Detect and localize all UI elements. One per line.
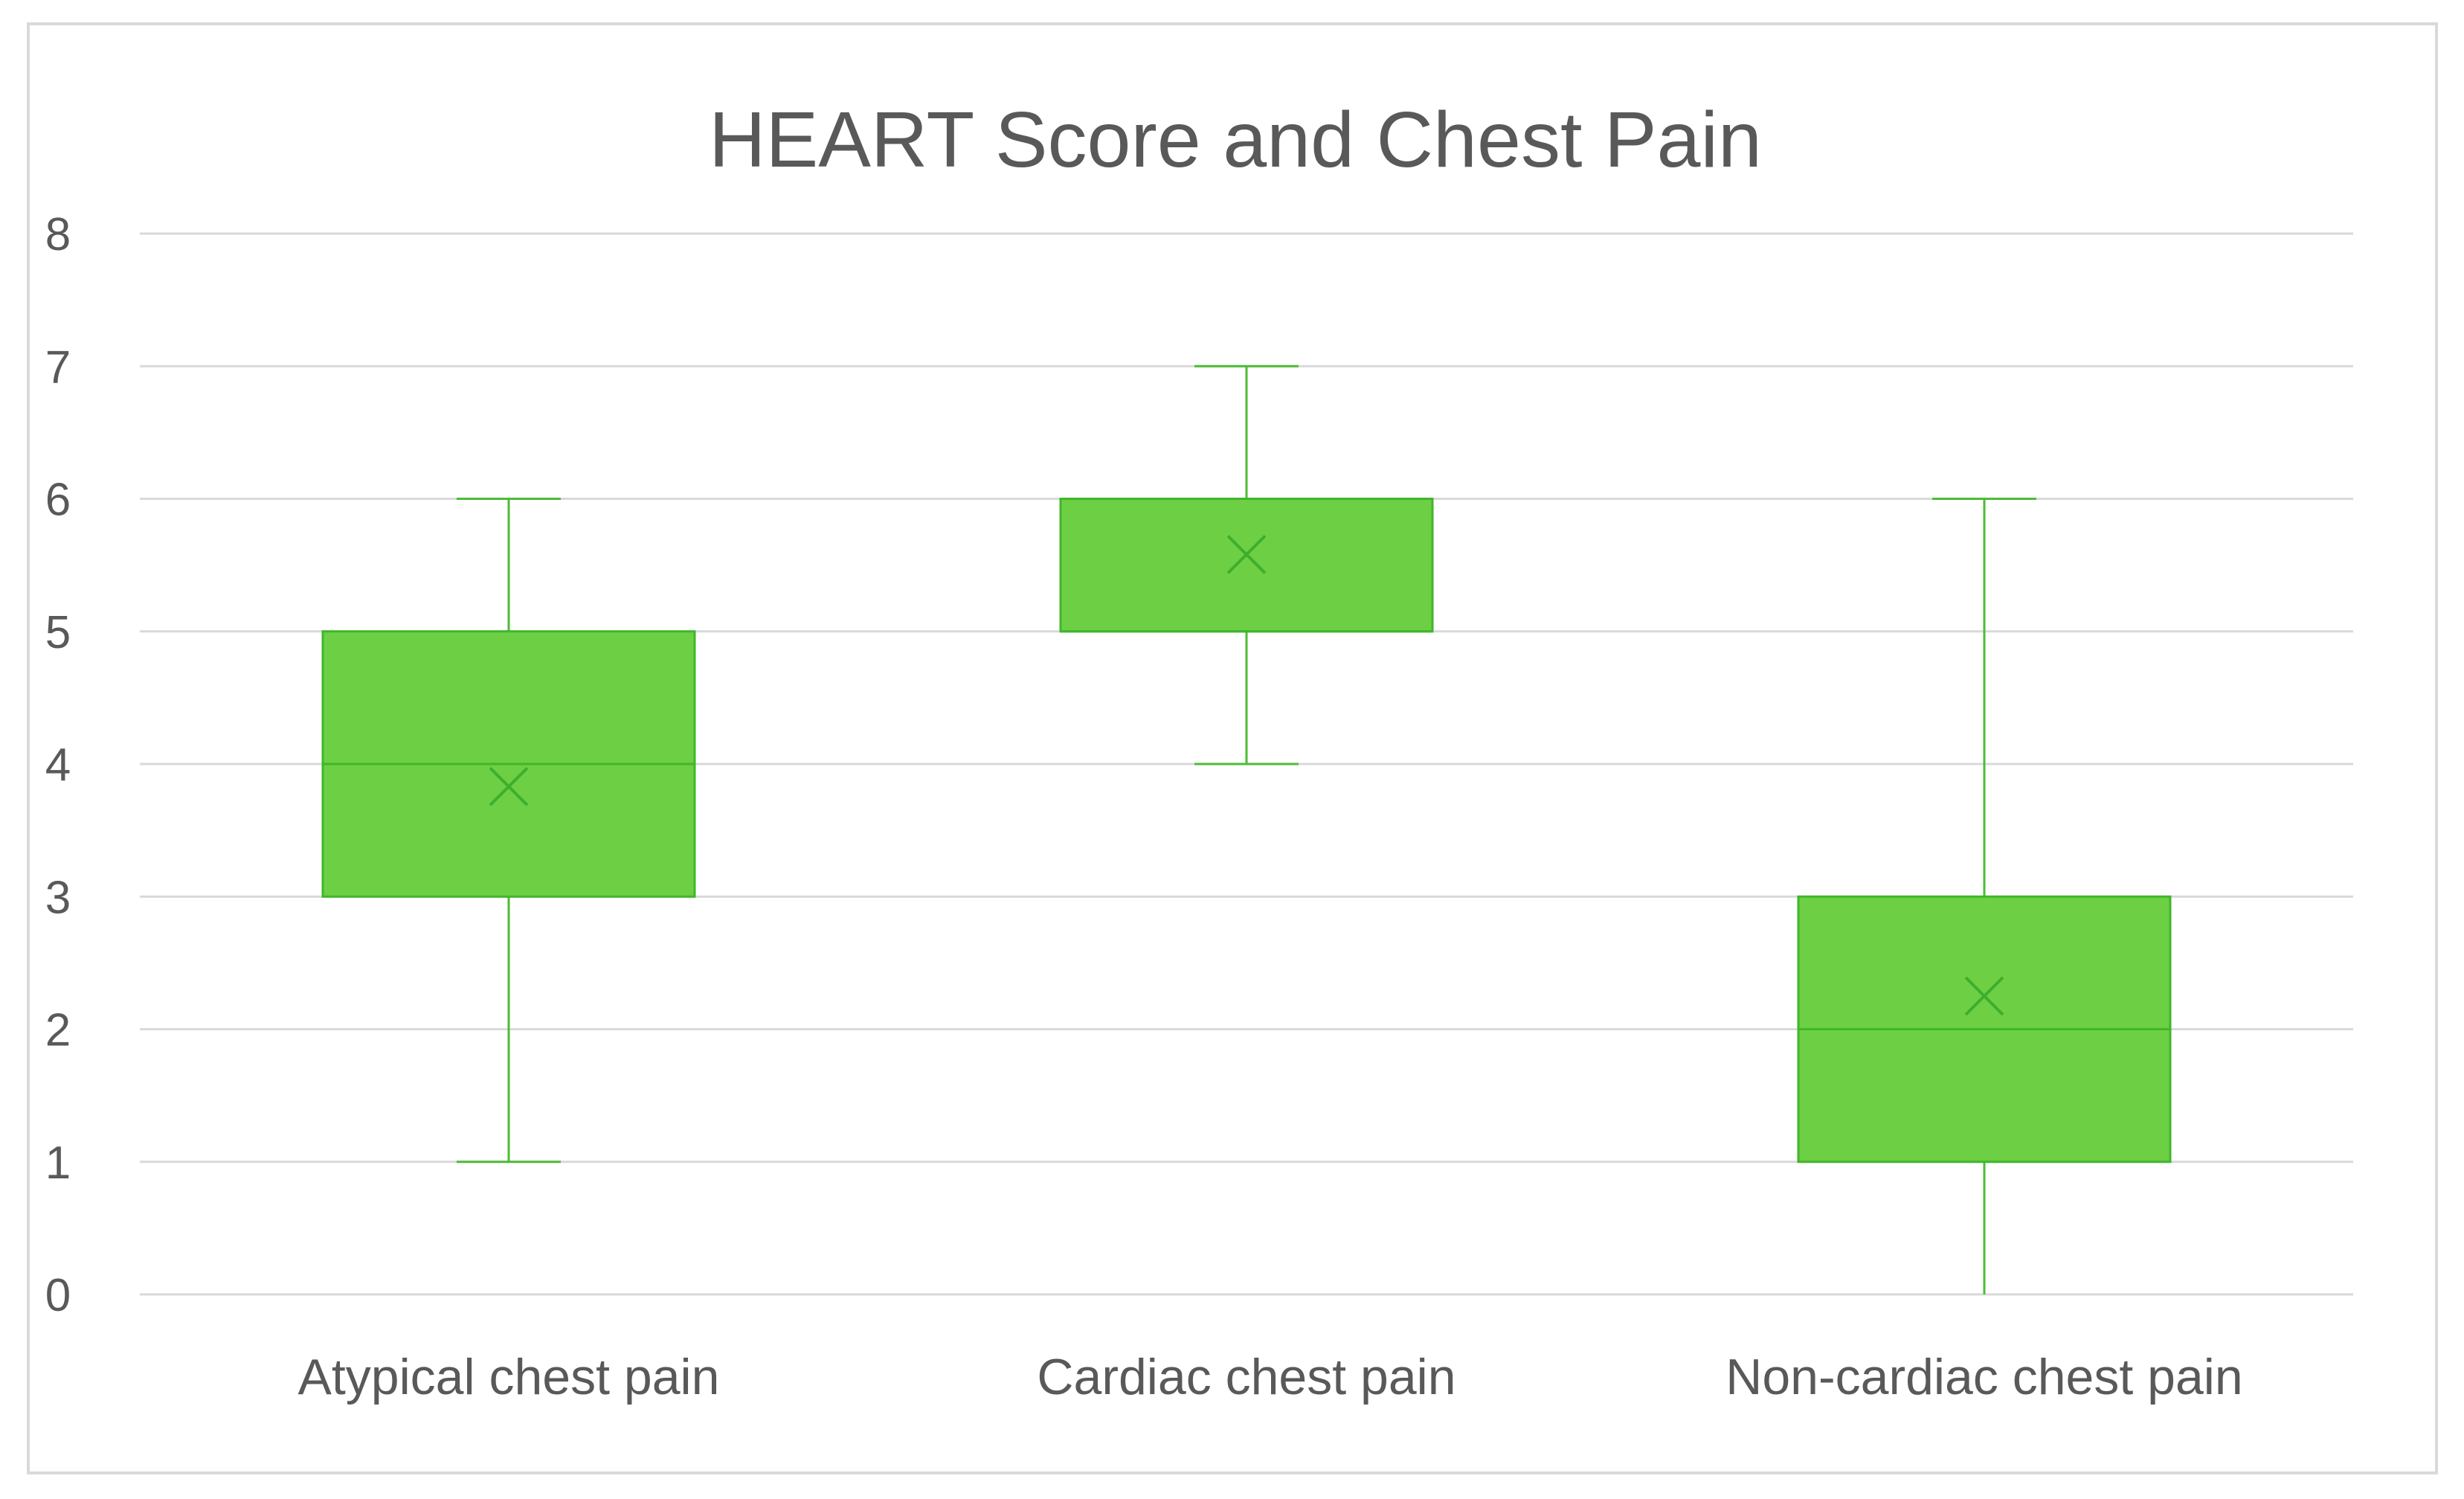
y-axis-tick-labels: 0 1 2 3 4 5 6 7 8	[45, 209, 71, 1321]
box-3	[1797, 498, 2172, 1294]
mean-marker	[489, 766, 529, 806]
y-tick-label: 7	[45, 341, 71, 393]
y-tick-label: 2	[45, 1005, 71, 1056]
x-category-label: Non-cardiac chest pain	[1725, 1349, 2242, 1405]
y-tick-label: 0	[45, 1270, 71, 1321]
mean-marker	[1226, 534, 1267, 574]
chart-title: HEART Score and Chest Pain	[709, 96, 1762, 184]
box-1	[321, 498, 696, 1163]
y-tick-label: 3	[45, 872, 71, 923]
box-2	[1059, 365, 1434, 765]
y-tick-label: 4	[45, 739, 71, 791]
x-axis-category-labels: Atypical chest pain Cardiac chest pain Non…	[298, 1349, 2243, 1405]
iqr-box	[1059, 498, 1434, 633]
y-tick-label: 8	[45, 209, 71, 260]
y-tick-label: 1	[45, 1137, 71, 1189]
boxes	[321, 365, 2172, 1294]
mean-marker-stroke	[1226, 534, 1267, 574]
x-category-label: Cardiac chest pain	[1037, 1349, 1455, 1405]
mean-marker	[1964, 976, 2004, 1016]
mean-marker-stroke	[489, 766, 529, 806]
y-tick-label: 6	[45, 475, 71, 526]
mean-marker-stroke	[1964, 976, 2004, 1016]
x-category-label: Atypical chest pain	[298, 1349, 720, 1405]
chart-frame: HEART Score and Chest Pain 0 1 2 3 4 5 6 7 8 Aty…	[27, 22, 2438, 1474]
y-tick-label: 5	[45, 607, 71, 658]
box-plot-chart: HEART Score and Chest Pain 0 1 2 3 4 5 6 7 8 Aty…	[45, 96, 2353, 1405]
